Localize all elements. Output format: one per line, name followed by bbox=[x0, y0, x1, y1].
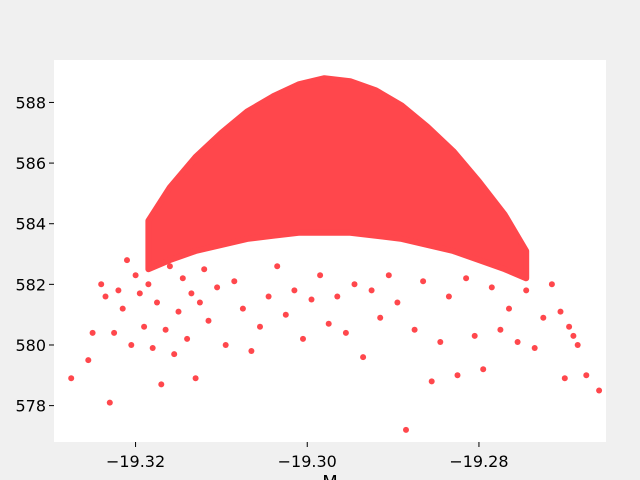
data-point bbox=[222, 342, 229, 348]
data-point bbox=[102, 293, 109, 300]
data-point bbox=[231, 278, 238, 285]
data-point bbox=[506, 305, 512, 312]
scatter-points bbox=[68, 257, 603, 433]
data-point bbox=[385, 272, 392, 279]
data-point bbox=[488, 284, 495, 291]
data-point bbox=[188, 290, 195, 297]
data-point bbox=[154, 299, 160, 306]
data-point bbox=[205, 317, 212, 324]
data-point bbox=[540, 314, 547, 321]
data-point bbox=[68, 375, 75, 382]
data-point bbox=[428, 378, 435, 385]
data-point bbox=[124, 257, 130, 264]
dense-point-cloud bbox=[145, 75, 530, 282]
data-point bbox=[248, 348, 255, 354]
data-point bbox=[325, 320, 332, 327]
data-point bbox=[596, 387, 603, 394]
y-tick-label: 582 bbox=[15, 275, 46, 294]
data-point bbox=[368, 287, 375, 294]
data-point bbox=[192, 375, 199, 382]
y-tick-label: 580 bbox=[15, 336, 46, 355]
data-point bbox=[128, 342, 135, 348]
data-point bbox=[119, 305, 126, 312]
data-point bbox=[342, 329, 349, 336]
data-point bbox=[141, 323, 148, 330]
data-point bbox=[132, 272, 139, 279]
data-point bbox=[583, 372, 590, 379]
x-axis-label: M bbox=[322, 472, 338, 480]
data-point bbox=[106, 399, 113, 406]
data-point bbox=[351, 281, 358, 288]
y-tick-label: 578 bbox=[15, 397, 46, 416]
data-point bbox=[274, 263, 281, 270]
y-axis-ticks: 578 580 582 584 586 588 bbox=[15, 93, 54, 416]
data-point bbox=[111, 329, 118, 336]
data-point bbox=[531, 345, 538, 351]
data-point bbox=[89, 329, 96, 336]
data-point bbox=[377, 314, 384, 321]
data-point bbox=[497, 326, 504, 333]
data-point bbox=[184, 335, 191, 342]
data-point bbox=[566, 323, 573, 330]
data-point bbox=[334, 293, 341, 300]
y-tick-label: 586 bbox=[15, 154, 46, 173]
data-point bbox=[265, 293, 272, 300]
data-point bbox=[570, 332, 577, 339]
data-point bbox=[437, 339, 444, 345]
x-tick-label: −19.28 bbox=[449, 452, 508, 471]
data-point bbox=[115, 287, 122, 294]
data-point bbox=[158, 381, 165, 388]
data-point bbox=[175, 308, 182, 315]
data-point bbox=[403, 426, 409, 433]
data-point bbox=[394, 299, 401, 306]
data-point bbox=[214, 284, 221, 291]
data-point bbox=[300, 335, 306, 342]
data-point bbox=[548, 281, 555, 288]
data-point bbox=[201, 266, 208, 273]
y-tick-label: 584 bbox=[15, 215, 46, 234]
dense-region bbox=[145, 75, 530, 282]
data-point bbox=[454, 372, 461, 379]
data-point bbox=[136, 290, 143, 297]
data-point bbox=[162, 326, 169, 333]
data-point bbox=[196, 299, 203, 306]
data-point bbox=[360, 354, 367, 361]
data-point bbox=[149, 345, 156, 351]
data-point bbox=[308, 296, 315, 303]
data-point bbox=[85, 357, 92, 364]
data-point bbox=[574, 342, 581, 348]
data-point bbox=[463, 275, 470, 282]
data-point bbox=[239, 305, 246, 312]
data-point bbox=[445, 293, 452, 300]
data-point bbox=[471, 332, 478, 339]
data-point bbox=[480, 366, 487, 373]
data-point bbox=[145, 281, 152, 288]
data-point bbox=[171, 351, 178, 358]
data-point bbox=[282, 311, 289, 318]
data-point bbox=[317, 272, 324, 279]
data-point bbox=[523, 287, 530, 294]
data-point bbox=[557, 308, 564, 315]
data-point bbox=[561, 375, 568, 382]
data-point bbox=[411, 326, 418, 333]
y-tick-label: 588 bbox=[15, 93, 46, 112]
x-tick-label: −19.30 bbox=[278, 452, 337, 471]
data-point bbox=[420, 278, 427, 285]
data-point bbox=[179, 275, 186, 282]
x-tick-label: −19.32 bbox=[106, 452, 165, 471]
data-point bbox=[166, 263, 173, 270]
data-point bbox=[257, 323, 263, 330]
data-point bbox=[514, 339, 521, 345]
data-point bbox=[291, 287, 298, 294]
x-axis-ticks: −19.32 −19.30 −19.28 bbox=[106, 442, 509, 471]
data-point bbox=[98, 281, 105, 288]
